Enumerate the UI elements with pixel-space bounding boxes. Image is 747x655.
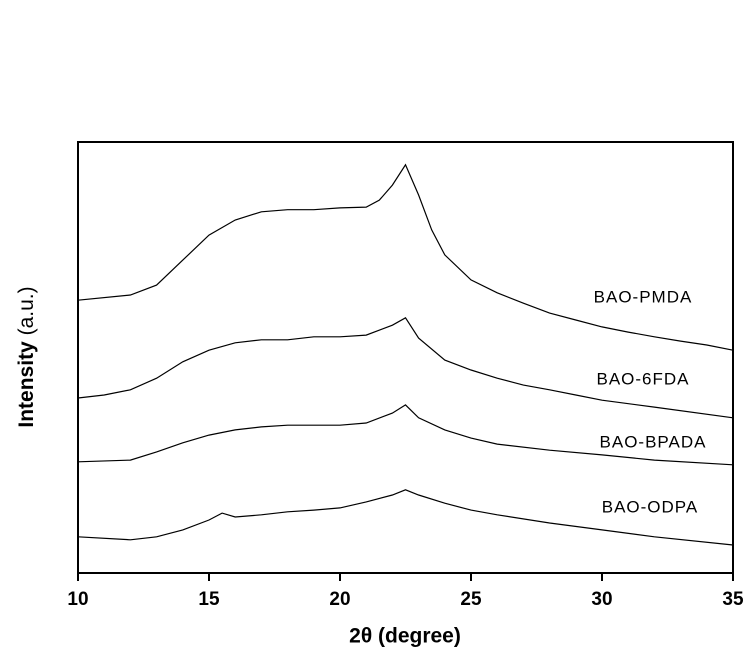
x-axis-label: 2θ (degree): [349, 625, 461, 648]
series-line: [77, 489, 734, 546]
series-label: BAO-BPADA: [600, 432, 707, 451]
x-tick-label: 25: [460, 589, 482, 610]
x-tick-label: 20: [329, 589, 350, 610]
x-tick-label: 15: [198, 589, 220, 610]
y-axis-label: Intensity (a.u.): [15, 286, 38, 427]
x-tick-label: 30: [591, 589, 612, 610]
plot-frame: [77, 141, 734, 574]
y-axis-label-main: Intensity: [15, 341, 38, 428]
x-tick-label: 10: [67, 589, 88, 610]
series-line: [77, 404, 734, 466]
y-axis-label-unit: (a.u.): [15, 286, 38, 335]
x-tick-label: 35: [722, 589, 744, 610]
series-line: [77, 163, 734, 351]
series-label: BAO-PMDA: [594, 287, 693, 306]
series-label: BAO-6FDA: [596, 369, 689, 388]
series-line: [77, 316, 734, 419]
series-label: BAO-ODPA: [602, 497, 698, 516]
